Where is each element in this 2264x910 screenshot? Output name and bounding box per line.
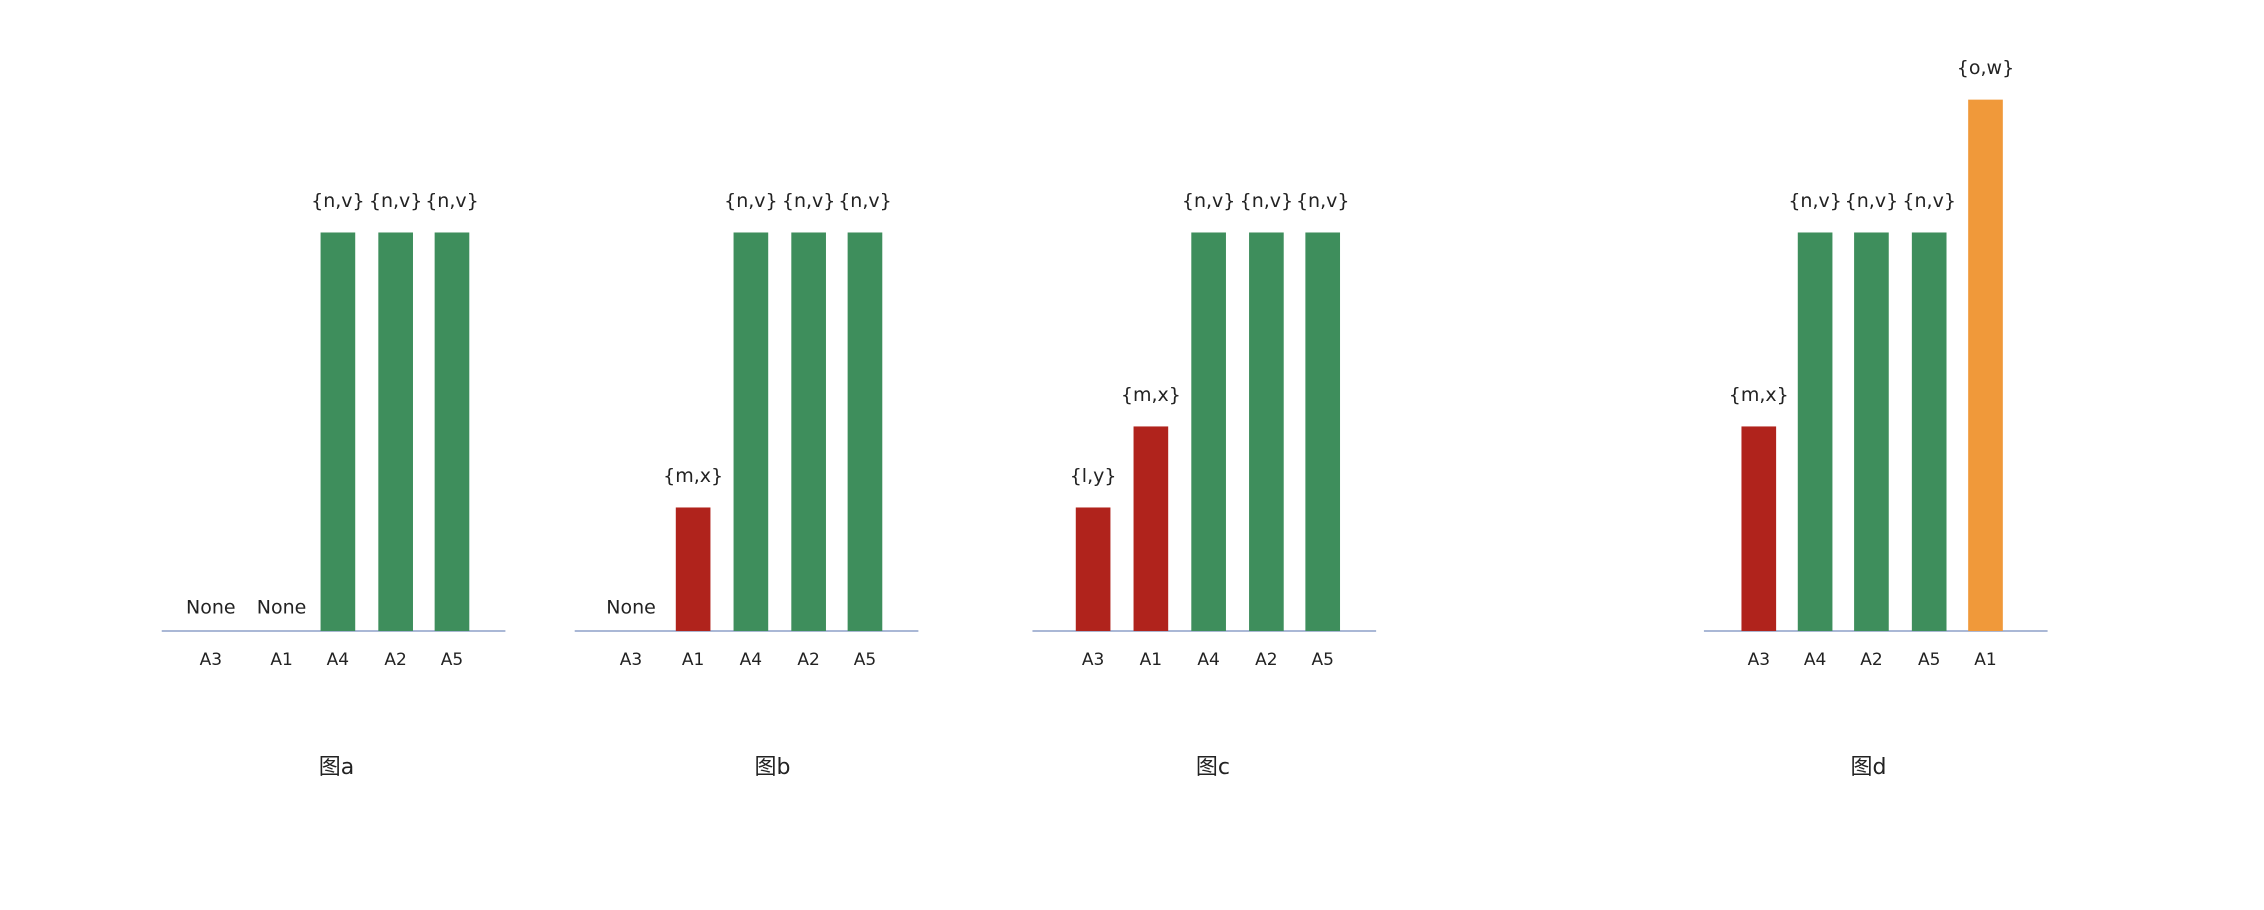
value-label: {n,v} xyxy=(838,190,892,212)
x-tick-label: A3 xyxy=(620,650,642,670)
bar xyxy=(1911,232,1947,632)
value-label: {n,v} xyxy=(1296,190,1350,212)
chart-caption: 图d xyxy=(1851,755,1887,780)
x-tick-label: A5 xyxy=(1918,650,1940,670)
value-label: {n,v} xyxy=(311,190,365,212)
bar xyxy=(1797,232,1833,632)
bar xyxy=(320,232,356,632)
bar xyxy=(847,232,883,632)
chart-caption: 图c xyxy=(1196,755,1230,780)
value-label: {n,v} xyxy=(1240,190,1294,212)
x-tick-label: A3 xyxy=(1082,650,1104,670)
value-label: {n,v} xyxy=(724,190,778,212)
x-tick-label: A4 xyxy=(327,650,349,670)
value-label: {m,x} xyxy=(1121,384,1181,406)
chart-caption: 图a xyxy=(319,755,354,780)
value-label: {n,v} xyxy=(1902,190,1956,212)
bar xyxy=(1741,426,1777,632)
x-tick-label: A5 xyxy=(854,650,876,670)
value-label: {m,x} xyxy=(663,465,723,487)
bar xyxy=(378,232,413,632)
bar xyxy=(1133,426,1169,632)
x-tick-label: A4 xyxy=(740,650,762,670)
value-label: None xyxy=(606,597,656,619)
x-tick-label: A2 xyxy=(1860,650,1882,670)
value-label: {m,x} xyxy=(1729,384,1789,406)
value-label: {n,v} xyxy=(1182,190,1236,212)
x-tick-label: A4 xyxy=(1197,650,1219,670)
x-tick-label: A5 xyxy=(441,650,463,670)
bar xyxy=(434,232,470,632)
bar xyxy=(1305,232,1341,632)
value-label: {n,v} xyxy=(782,190,836,212)
x-tick-label: A5 xyxy=(1311,650,1333,670)
x-tick-label: A2 xyxy=(797,650,819,670)
x-tick-label: A1 xyxy=(1140,650,1162,670)
bar xyxy=(1075,507,1111,632)
value-label: {n,v} xyxy=(1788,190,1842,212)
value-label: {n,v} xyxy=(1845,190,1899,212)
value-label: {n,v} xyxy=(425,190,479,212)
value-label: {o,w} xyxy=(1957,57,2014,79)
x-tick-label: A2 xyxy=(1255,650,1277,670)
value-label: {l,y} xyxy=(1070,465,1117,487)
x-tick-label: A1 xyxy=(682,650,704,670)
value-label: None xyxy=(186,597,236,619)
x-tick-label: A1 xyxy=(1974,650,1996,670)
x-tick-label: A1 xyxy=(270,650,292,670)
x-tick-label: A3 xyxy=(1748,650,1770,670)
chart-caption: 图b xyxy=(755,755,791,780)
x-tick-label: A4 xyxy=(1804,650,1826,670)
value-label: {n,v} xyxy=(369,190,423,212)
bar xyxy=(733,232,769,632)
bar xyxy=(791,232,826,632)
bar xyxy=(1854,232,1889,632)
x-tick-label: A3 xyxy=(200,650,222,670)
bar xyxy=(1249,232,1284,632)
bar xyxy=(1191,232,1226,632)
x-tick-label: A2 xyxy=(384,650,406,670)
bar xyxy=(1968,99,2003,632)
bar xyxy=(675,507,711,632)
value-label: None xyxy=(257,597,307,619)
